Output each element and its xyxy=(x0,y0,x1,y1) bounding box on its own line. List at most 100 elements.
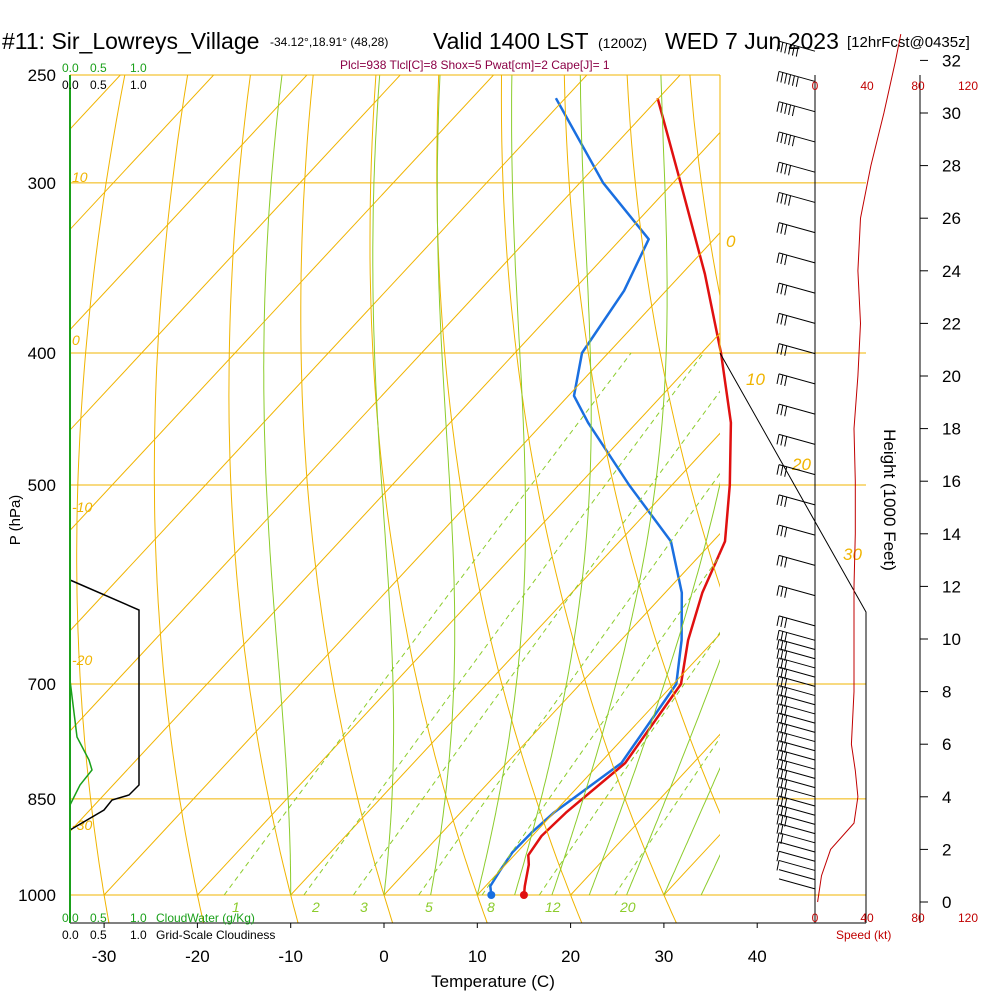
moist-adiabat-line xyxy=(626,658,720,896)
mixing-ratio-label: 5 xyxy=(425,899,433,915)
wind-barb-feather xyxy=(784,406,788,417)
wind-barb-feather xyxy=(780,405,784,416)
wind-barb-feather xyxy=(784,375,788,387)
wind-barb-feather xyxy=(776,676,780,687)
dry-adiabat-label: -30 xyxy=(72,817,92,833)
wind-barb-feather xyxy=(780,760,784,771)
isotherm-line xyxy=(70,75,588,632)
wind-barb xyxy=(778,675,816,687)
cloudiness-bottom-tick: 0.5 xyxy=(90,928,107,942)
speed-top-tick: 120 xyxy=(958,79,978,93)
wind-barb xyxy=(778,222,816,234)
wind-barb xyxy=(778,731,816,743)
wind-barb xyxy=(778,859,816,871)
wind-barb-feather xyxy=(780,465,784,476)
wind-barb-feather xyxy=(780,556,784,567)
wind-barb-feather xyxy=(784,466,788,477)
wind-barb-feather xyxy=(784,779,788,790)
moist-adiabat-label: 10 xyxy=(746,370,765,389)
pressure-tick-label: 400 xyxy=(28,344,56,363)
wind-barb-feather xyxy=(776,851,780,862)
wind-barb-feather xyxy=(780,695,784,706)
wind-barb xyxy=(778,312,816,324)
wind-barb-feather xyxy=(780,314,784,325)
wind-barb-feather xyxy=(776,860,780,871)
wind-barb xyxy=(778,161,816,173)
wind-barb-feather xyxy=(780,586,784,597)
wind-barb xyxy=(778,749,816,761)
speed-bottom-tick: 80 xyxy=(911,911,925,925)
wind-barb xyxy=(778,694,816,706)
wind-barb-feather xyxy=(780,640,784,651)
wind-barb-feather xyxy=(780,833,784,844)
wind-barb-feather xyxy=(784,527,788,538)
cloudwater-top-tick: 0.5 xyxy=(90,61,107,75)
wind-barb-feather xyxy=(776,41,780,52)
wind-barb-feather xyxy=(780,704,784,716)
wind-barb-feather xyxy=(784,807,788,818)
wind-barb-feather xyxy=(788,74,792,85)
x-tick-label: 20 xyxy=(561,947,580,966)
mixing-ratio-line xyxy=(614,737,720,896)
wind-barb-feather xyxy=(776,685,780,696)
wind-barb-feather xyxy=(784,315,788,326)
wind-barb xyxy=(778,639,816,651)
wind-barb-feather xyxy=(784,345,788,356)
mixing-ratio-label: 1 xyxy=(232,899,240,915)
wind-barb-feather xyxy=(780,72,784,83)
wind-barb-feather xyxy=(776,648,780,659)
isotherm-line xyxy=(103,232,720,896)
wind-barb-feather xyxy=(784,742,788,754)
wind-barb-feather xyxy=(788,44,792,55)
wind-barb-feather xyxy=(780,778,784,789)
mixing-ratio-line xyxy=(303,352,705,896)
height-tick-label: 6 xyxy=(942,735,951,754)
dewpoint-trace xyxy=(489,97,684,896)
wind-barb-feather xyxy=(776,192,780,203)
wind-barb xyxy=(778,373,816,385)
wind-barb-feather xyxy=(784,133,788,145)
wind-barb-feather xyxy=(776,131,780,143)
wind-barb-feather xyxy=(780,495,784,507)
wind-barb-feather xyxy=(780,193,784,204)
wind-barb-feather xyxy=(780,732,784,743)
wind-barb-feather xyxy=(776,615,780,626)
wind-barb-feather xyxy=(780,223,784,234)
wind-barb-feather xyxy=(776,667,780,678)
isotherm-line xyxy=(70,131,720,833)
pressure-tick-label: 300 xyxy=(28,174,56,193)
cloudwater-profile xyxy=(69,679,93,806)
moist-adiabat-line xyxy=(430,75,456,896)
wind-barb-feather xyxy=(784,285,788,296)
wind-barb xyxy=(778,657,816,669)
cloudwater-top-tick: 0.0 xyxy=(62,61,79,75)
wind-barb xyxy=(778,494,816,506)
wind-barb xyxy=(778,832,816,844)
moist-adiabat-line xyxy=(476,75,526,896)
wind-barb-feather xyxy=(784,641,788,652)
wind-barb xyxy=(778,666,816,678)
station-title: #11: Sir_Lowreys_Village xyxy=(2,28,260,54)
sounding-indices: Plcl=938 Tlcl[C]=8 Shox=5 Pwat[cm]=2 Cap… xyxy=(340,58,610,72)
dry-adiabat-line xyxy=(626,75,720,588)
wind-barb xyxy=(778,40,816,52)
height-tick-label: 26 xyxy=(942,209,961,228)
wind-barb-feather xyxy=(780,668,784,679)
dry-adiabat-label: 10 xyxy=(72,169,88,185)
wind-barb-feather xyxy=(780,649,784,660)
wind-barb-feather xyxy=(780,741,784,752)
wind-barb xyxy=(778,786,816,798)
wind-barb-feather xyxy=(776,71,780,82)
cloudwater-bottom-tick: 0.5 xyxy=(90,911,107,925)
wind-barb-feather xyxy=(776,814,780,825)
mixing-ratio-line xyxy=(418,472,720,896)
wind-barb xyxy=(778,343,816,355)
dry-adiabat-label: -20 xyxy=(72,652,92,668)
wind-barb-feather xyxy=(784,103,788,114)
cloudiness-bottom-tick: 1.0 xyxy=(130,928,147,942)
dry-adiabat-line xyxy=(436,75,583,923)
wind-barb-feather xyxy=(784,669,788,680)
wind-barb xyxy=(778,878,816,890)
wind-barb-feather xyxy=(780,163,784,174)
wind-barb xyxy=(778,813,816,825)
